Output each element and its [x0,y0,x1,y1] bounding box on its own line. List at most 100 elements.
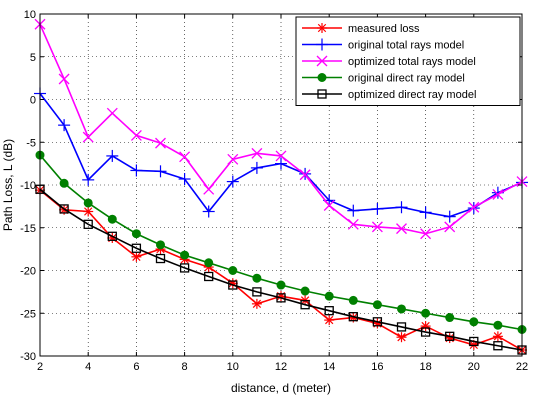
x-tick-label: 20 [468,361,480,373]
data-point [372,300,382,310]
data-point [228,280,238,290]
data-point [469,317,479,327]
y-tick-label: 10 [24,9,36,21]
data-point [275,150,287,162]
data-point [82,131,94,143]
data-point [251,147,263,159]
data-point [347,218,359,230]
series-line [39,188,523,351]
x-tick-label: 8 [182,361,188,373]
data-point [372,317,383,327]
x-tick-label: 4 [85,361,91,373]
data-point [252,287,262,297]
data-point [154,165,167,178]
data-point [468,201,480,213]
data-point [348,295,358,305]
x-axis-label: distance, d (meter) [231,381,331,395]
data-point [397,304,406,314]
legend-label: original total rays model [348,40,464,52]
x-tick-label: 12 [275,361,287,373]
data-point [107,231,117,241]
data-point [493,320,503,330]
legend: measured loss original total rays model op… [295,16,521,106]
data-point [83,206,94,217]
data-point [155,253,166,264]
data-point [107,214,117,224]
data-point [469,336,479,347]
legend-item: optimized total rays model [302,55,476,68]
data-point [250,161,263,174]
data-point [396,223,407,235]
y-tick-label: -15 [20,223,36,235]
legend-item: optimized direct ray model [302,89,476,101]
x-tick-label: 6 [133,361,139,373]
y-tick-label: -25 [20,308,36,320]
y-tick-label: -10 [20,180,36,192]
y-tick-label: -30 [20,351,36,363]
data-point [204,271,214,282]
data-point [323,200,335,211]
data-point [251,298,262,309]
data-point [131,229,141,239]
data-point [226,175,239,188]
legend-item: measured loss [302,23,420,35]
legend-marker [316,38,328,51]
data-point [106,107,118,119]
data-point [204,258,214,268]
data-point [275,157,287,170]
data-point [371,221,383,233]
legend-label: original direct ray model [348,73,465,85]
data-point [178,173,191,186]
x-tick-label: 10 [227,361,239,373]
y-tick-label: 5 [30,52,36,64]
data-point [155,137,166,149]
legend-item: original direct ray model [302,73,465,85]
data-point [396,332,407,343]
data-point [203,183,215,195]
y-tick-label: 0 [30,95,36,107]
data-point [82,173,95,186]
x-tick-label: 14 [323,361,335,373]
data-point [131,251,142,262]
legend-label: optimized total rays model [348,56,476,68]
data-point [492,188,504,200]
data-point [202,205,215,218]
data-point [420,327,431,337]
data-point [252,273,262,283]
data-point [299,169,311,181]
data-point [83,219,93,229]
axis-ticks: 2 4 6 8 10 12 14 16 18 20 22 10 5 0 -5 -10 -15 -20 -25 -30 [20,9,528,373]
data-point [420,228,432,240]
data-point [130,164,143,177]
data-point [421,308,431,318]
data-point [492,331,503,342]
data-point [445,313,455,323]
data-point [276,293,286,303]
data-point [419,206,432,219]
data-point [445,331,455,341]
data-point [130,129,142,141]
data-point [131,243,142,253]
data-point [300,300,310,310]
data-point [493,341,503,351]
data-point [83,198,93,208]
data-point [347,204,360,217]
data-point [371,202,384,215]
series-3 [35,150,527,334]
data-point [179,151,191,163]
legend-marker [317,23,327,33]
legend-marker [316,55,328,67]
data-point [58,73,70,85]
data-point [156,240,165,250]
y-tick-label: -20 [20,266,36,278]
data-point [395,201,408,214]
data-point [276,280,286,290]
legend-item: original total rays model [302,38,464,52]
data-point [324,291,334,301]
y-tick-label: -5 [26,137,36,149]
data-point [179,263,190,273]
legend-marker [317,73,327,82]
data-point [324,306,334,316]
legend-label: measured loss [348,23,420,35]
